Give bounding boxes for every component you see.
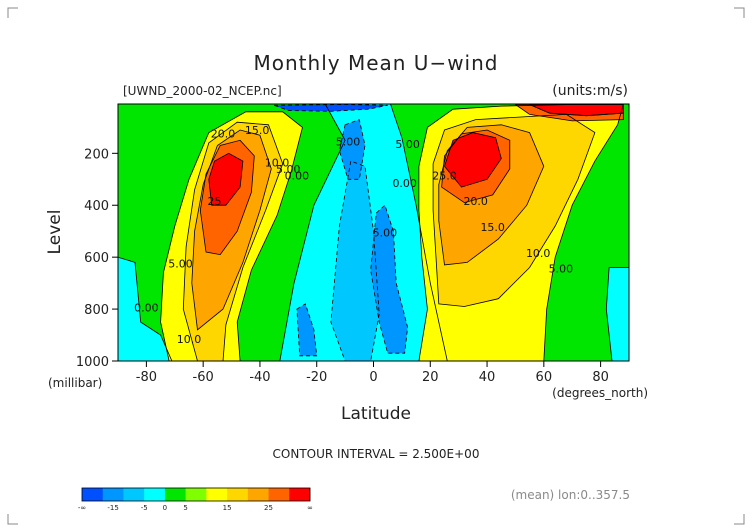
contour-label-3: 5.00 — [276, 163, 301, 176]
colorbar-label: -∞ — [78, 504, 86, 512]
colorbar-swatch — [123, 488, 145, 501]
contour-line-15 — [199, 139, 255, 256]
colorbar: -∞ -15 -5 0 5 15 25 ∞ — [78, 487, 313, 512]
chart-subtitle-file: [UWND_2000-02_NCEP.nc] — [123, 84, 282, 98]
colorbar-swatch — [268, 488, 290, 501]
contour-line-11 — [182, 121, 284, 361]
contour-fill-region-18 — [444, 132, 502, 188]
contour-label-17: 5.00 — [549, 263, 574, 276]
colorbar-label: -15 — [107, 504, 118, 512]
contour-fill-region-3 — [606, 267, 629, 361]
chart-subtitle-units: (units:m/s) — [552, 83, 628, 99]
contour-fill-region-7 — [339, 119, 365, 180]
contour-line-6 — [370, 204, 409, 354]
contour-label-0: 20.0 — [211, 128, 236, 141]
contour-line-1 — [279, 104, 448, 361]
x-axis-units: (degrees_north) — [552, 386, 648, 400]
x-tick-label: 20 — [422, 370, 439, 385]
contour-line-18 — [444, 132, 502, 188]
contour-label-5: 5.00 — [336, 136, 361, 149]
footer-note: (mean) lon:0..357.5 — [511, 488, 630, 502]
colorbar-frame — [81, 487, 311, 502]
colorbar-swatch — [144, 488, 166, 501]
contour-label-4: 0.00 — [285, 169, 310, 182]
x-tick-label: 80 — [592, 370, 609, 385]
colorbar-swatch — [289, 488, 311, 501]
contour-label-14: 20.0 — [463, 195, 488, 208]
contour-label-2: 10.0 — [265, 156, 290, 169]
colorbar-swatch — [227, 488, 249, 501]
colorbar-label: -5 — [141, 504, 148, 512]
x-tick-label: 60 — [536, 370, 553, 385]
contour-line-14 — [438, 124, 545, 266]
y-axis-units: (millibar) — [48, 376, 102, 390]
contour-line-3 — [605, 267, 629, 361]
contour-fill-region-20 — [515, 104, 624, 121]
colorbar-label: 5 — [183, 504, 187, 512]
contour-label-15: 15.0 — [480, 221, 505, 234]
chart-title: Monthly Mean U−wind — [254, 51, 499, 75]
contour-label-8: 0.00 — [134, 302, 159, 315]
x-axis: -80 -60 -40 -20 0 20 40 60 80 — [136, 361, 609, 385]
contour-fill-region-6 — [370, 205, 408, 354]
contour-line-17 — [208, 152, 244, 206]
contour-fill-region-5 — [296, 303, 317, 356]
corner-marks — [7, 7, 745, 525]
y-axis: 200 400 600 800 1000 — [76, 147, 118, 370]
x-tick-label: 40 — [479, 370, 496, 385]
y-axis-label: Level — [45, 210, 65, 255]
colorbar-label: ∞ — [307, 504, 313, 512]
contour-label-16: 10.0 — [526, 247, 551, 260]
y-tick-label: 1000 — [76, 355, 109, 370]
contour-line-5 — [296, 303, 318, 357]
colorbar-swatch — [206, 488, 228, 501]
contour-label-7: 5.00 — [168, 258, 193, 271]
x-tick-label: -20 — [306, 370, 327, 385]
contour-line-9 — [160, 111, 303, 361]
contour-fill-region-19 — [529, 104, 624, 116]
contour-line-13 — [191, 129, 272, 331]
y-tick-label: 400 — [84, 199, 109, 214]
colorbar-swatch — [164, 488, 186, 501]
contour-label-11: 0.00 — [392, 177, 417, 190]
y-tick-label: 800 — [84, 303, 109, 318]
contour-line-4 — [330, 160, 380, 361]
contour-label-1: 15.0 — [245, 124, 270, 137]
contour-label-6: 25 — [208, 195, 222, 208]
x-axis-label: Latitude — [341, 404, 411, 424]
contour-label-13: 25.0 — [432, 169, 457, 182]
colorbar-label: 0 — [163, 504, 167, 512]
colorbar-swatch — [102, 488, 124, 501]
colorbar-swatch — [185, 488, 207, 501]
colorbar-label: 15 — [223, 504, 232, 512]
colorbar-swatch — [82, 488, 104, 501]
contour-fill-region-2 — [118, 257, 172, 361]
contour-label-10: 5.00 — [395, 138, 420, 151]
contour-line-2 — [118, 256, 173, 361]
x-tick-label: 0 — [369, 370, 377, 385]
colorbar-label: 25 — [264, 504, 273, 512]
x-tick-label: -40 — [249, 370, 270, 385]
x-tick-label: -60 — [193, 370, 214, 385]
contour-interval: CONTOUR INTERVAL = 2.500E+00 — [273, 447, 480, 461]
contour-fill-region-4 — [330, 161, 380, 361]
x-tick-label: -80 — [136, 370, 157, 385]
colorbar-swatch — [247, 488, 269, 501]
y-tick-label: 200 — [84, 147, 109, 162]
contour-fill-region-17 — [208, 153, 243, 206]
contour-line-20 — [514, 104, 624, 122]
contour-labels: 20.0 15.010.05.000.005.00255.000.0010.05.… — [134, 124, 573, 346]
contour-label-9: 10.0 — [177, 333, 202, 346]
y-tick-label: 600 — [84, 251, 109, 266]
contour-label-12: 5.00 — [373, 226, 398, 239]
contour-line-7 — [338, 119, 366, 180]
